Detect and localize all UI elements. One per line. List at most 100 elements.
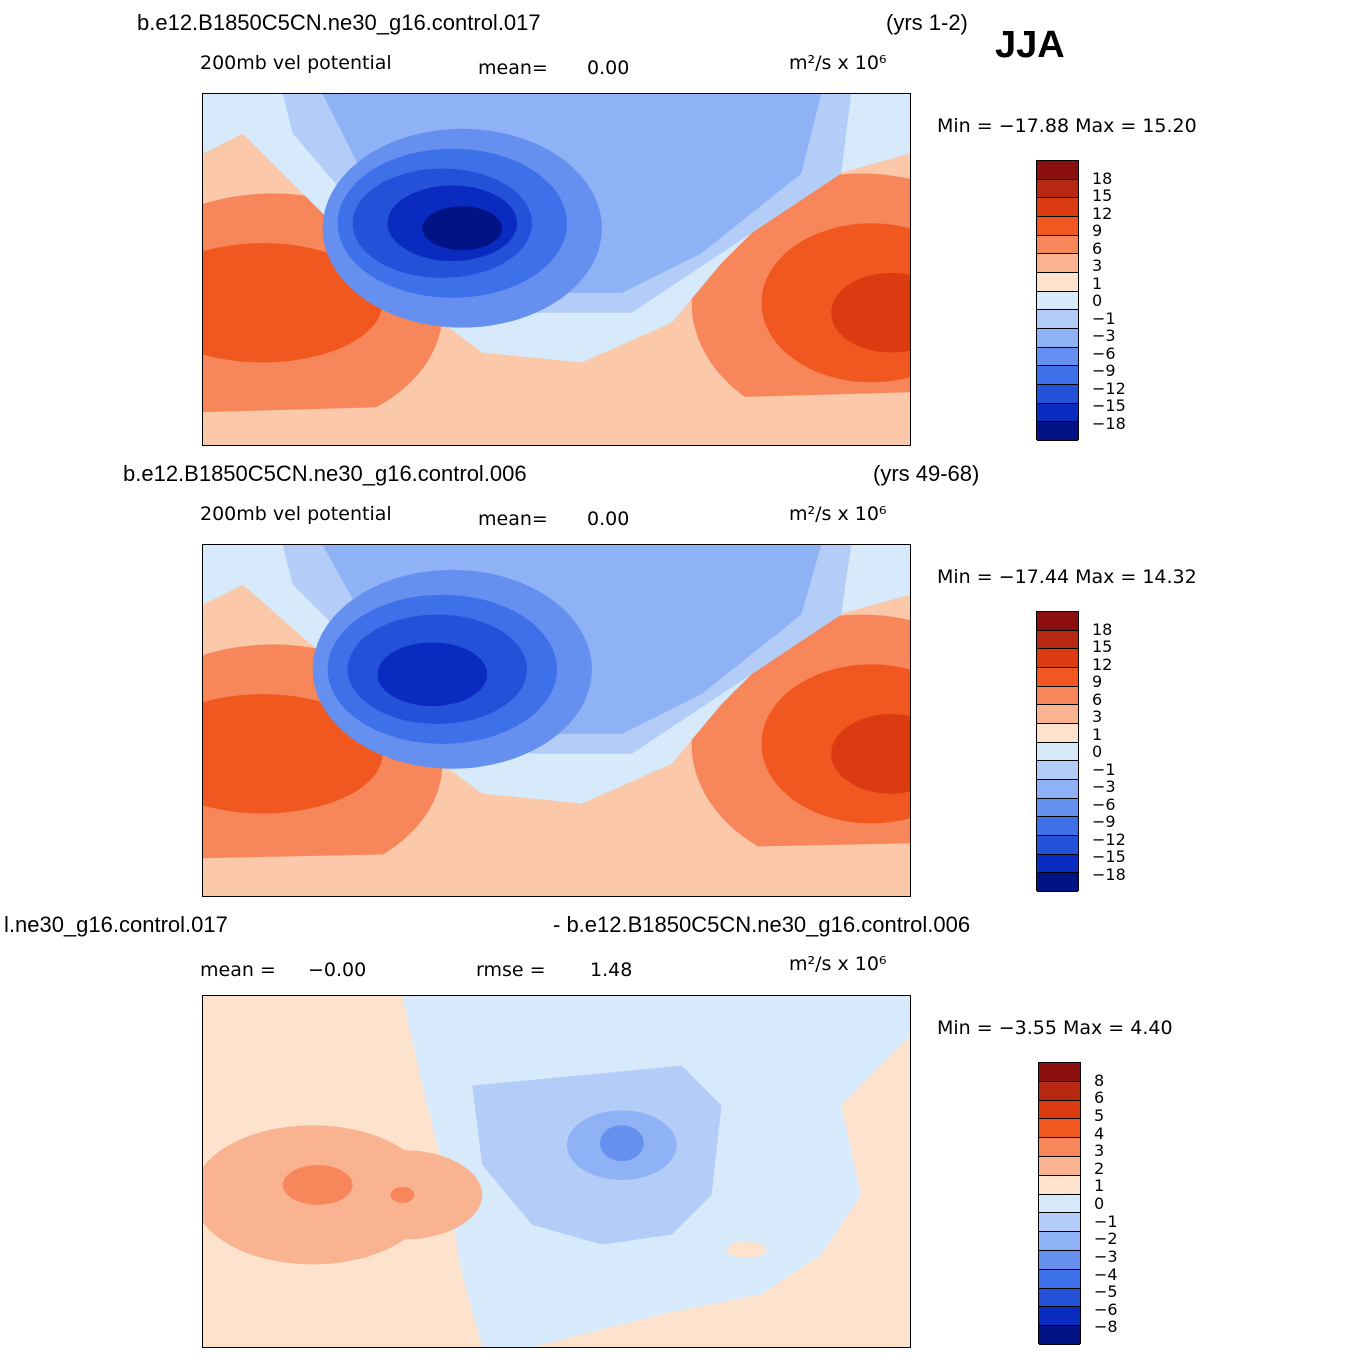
colorbar-swatch — [1037, 366, 1078, 385]
colorbar-label: 6 — [1092, 238, 1103, 258]
colorbar-label: 12 — [1092, 654, 1113, 674]
colorbar-label: 6 — [1092, 689, 1103, 709]
panel1-mean-value: 0.00 — [587, 57, 630, 79]
panel2-variable: 200mb vel potential — [200, 503, 392, 525]
colorbar-label: 3 — [1092, 707, 1103, 726]
colorbar-label: 12 — [1092, 203, 1113, 223]
colorbar-label: −9 — [1092, 361, 1116, 380]
colorbar-label: −3 — [1092, 777, 1116, 796]
colorbar-swatch — [1037, 873, 1078, 892]
colorbar-swatch — [1037, 686, 1078, 706]
colorbar-label: 1 — [1092, 273, 1103, 293]
colorbar-swatch — [1037, 161, 1078, 180]
panel2-colorbar-swatches — [1036, 611, 1079, 892]
colorbar-swatch — [1037, 217, 1078, 236]
colorbar-label: −6 — [1092, 343, 1116, 363]
colorbar-label: −2 — [1094, 1229, 1118, 1249]
colorbar-label: 9 — [1092, 221, 1103, 240]
colorbar-swatch — [1037, 668, 1078, 687]
panel2-case-title: b.e12.B1850C5CN.ne30_g16.control.006 — [123, 461, 527, 486]
colorbar-swatch — [1037, 817, 1078, 836]
colorbar-label: 15 — [1092, 637, 1113, 656]
colorbar-label: 0 — [1092, 742, 1103, 761]
colorbar-label: −8 — [1094, 1317, 1118, 1337]
colorbar-label: −9 — [1092, 812, 1116, 831]
colorbar-swatch — [1037, 347, 1078, 367]
panel1-minmax: Min = −17.88 Max = 15.20 — [937, 115, 1197, 137]
colorbar-label: −6 — [1094, 1299, 1118, 1319]
colorbar-swatch — [1037, 836, 1078, 855]
colorbar-label: −4 — [1094, 1264, 1118, 1284]
colorbar-label: −1 — [1092, 759, 1116, 779]
panel1-case-title: b.e12.B1850C5CN.ne30_g16.control.017 — [137, 10, 541, 35]
colorbar-label: 3 — [1092, 256, 1103, 275]
colorbar-swatch — [1039, 1063, 1080, 1082]
colorbar-swatch — [1037, 403, 1078, 423]
panel1-mean-label: mean= — [478, 57, 548, 79]
colorbar-swatch — [1037, 310, 1078, 329]
panel3-case-title-right: - b.e12.B1850C5CN.ne30_g16.control.006 — [553, 912, 971, 937]
colorbar-label: −18 — [1092, 413, 1126, 433]
colorbar-swatch — [1039, 1081, 1080, 1101]
colorbar-swatch — [1039, 1251, 1080, 1270]
panel3-mean-label: mean = — [200, 959, 276, 981]
colorbar-label: 3 — [1094, 1141, 1105, 1161]
panel2-map — [202, 544, 911, 897]
panel3-units: m²/s x 10⁶ — [789, 953, 887, 975]
colorbar-swatch — [1037, 705, 1078, 724]
panel1-colorbar-swatches — [1036, 160, 1079, 441]
colorbar-label: −15 — [1092, 396, 1126, 415]
panel2-minmax: Min = −17.44 Max = 14.32 — [937, 566, 1197, 588]
colorbar-swatch — [1037, 630, 1078, 650]
panel3-colorbar-swatches — [1038, 1062, 1081, 1345]
panel3-rmse-value: 1.48 — [590, 959, 633, 981]
colorbar-swatch — [1039, 1100, 1080, 1120]
colorbar-swatch — [1039, 1232, 1080, 1251]
colorbar-label: −1 — [1092, 308, 1116, 328]
colorbar-swatch — [1039, 1326, 1080, 1345]
colorbar-swatch — [1037, 724, 1078, 743]
colorbar-swatch — [1037, 329, 1078, 348]
season-label: JJA — [995, 24, 1065, 66]
colorbar-label: 9 — [1092, 672, 1103, 691]
colorbar-label: −5 — [1094, 1282, 1118, 1302]
colorbar-swatch — [1039, 1307, 1080, 1327]
colorbar-label: −1 — [1094, 1211, 1118, 1231]
colorbar-swatch — [1037, 422, 1078, 441]
colorbar-swatch — [1037, 273, 1078, 292]
panel1-years: (yrs 1-2) — [886, 10, 968, 35]
panel2-years: (yrs 49-68) — [873, 461, 980, 486]
panel3-case-title-left: l.ne30_g16.control.017 — [4, 912, 228, 937]
colorbar-label: 18 — [1092, 168, 1113, 188]
colorbar-swatch — [1039, 1288, 1080, 1308]
colorbar-label: −18 — [1092, 864, 1126, 884]
panel3-rmse-label: rmse = — [476, 959, 546, 981]
panel1-units: m²/s x 10⁶ — [789, 52, 887, 74]
colorbar-swatch — [1037, 780, 1078, 799]
colorbar-swatch — [1039, 1175, 1080, 1195]
colorbar-swatch — [1037, 198, 1078, 217]
panel2-mean-value: 0.00 — [587, 508, 630, 530]
colorbar-swatch — [1037, 385, 1078, 404]
colorbar-label: −15 — [1092, 847, 1126, 866]
panel3-map — [202, 995, 911, 1348]
colorbar-swatch — [1037, 291, 1078, 311]
colorbar-swatch — [1037, 761, 1078, 780]
colorbar-label: 6 — [1094, 1088, 1105, 1108]
panel2-units: m²/s x 10⁶ — [789, 503, 887, 525]
colorbar-label: 15 — [1092, 186, 1113, 205]
panel3-mean-value: −0.00 — [308, 959, 367, 981]
colorbar-label: 0 — [1092, 291, 1103, 310]
colorbar-label: 0 — [1094, 1194, 1105, 1213]
colorbar-label: −3 — [1092, 326, 1116, 345]
colorbar-swatch — [1037, 742, 1078, 762]
colorbar-swatch — [1037, 649, 1078, 668]
colorbar-label: −12 — [1092, 829, 1126, 849]
panel3-minmax: Min = −3.55 Max = 4.40 — [937, 1017, 1173, 1039]
colorbar-swatch — [1037, 612, 1078, 631]
colorbar-label: 1 — [1094, 1176, 1105, 1196]
colorbar-swatch — [1037, 854, 1078, 874]
colorbar-label: −12 — [1092, 378, 1126, 398]
colorbar-swatch — [1039, 1194, 1080, 1214]
colorbar-swatch — [1039, 1213, 1080, 1233]
